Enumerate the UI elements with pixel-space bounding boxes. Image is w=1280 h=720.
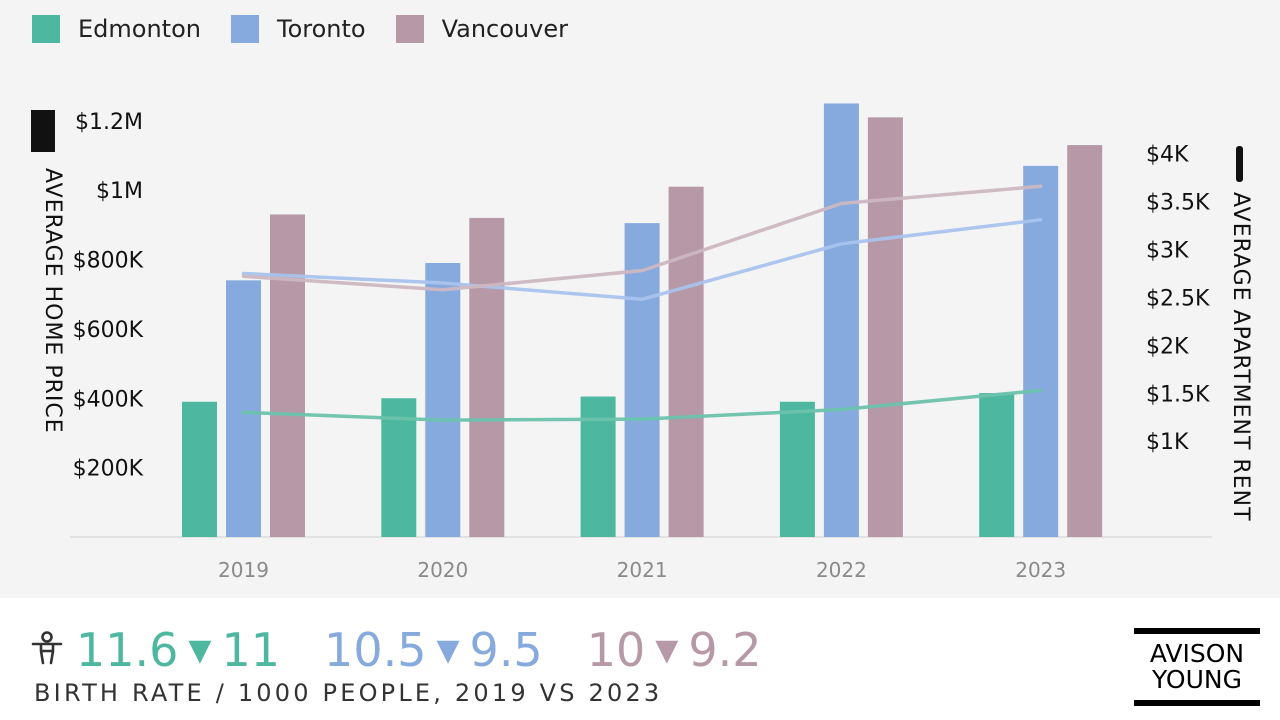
y-tick-label: $200K [73, 457, 144, 482]
bar-vancouver-2021 [668, 186, 704, 537]
y2-tick-label: $3K [1146, 239, 1189, 264]
y2-tick-label: $2K [1146, 334, 1189, 359]
legend-label-edmonton: Edmonton [78, 15, 201, 43]
chart-panel: 2019 2020 2021 2022 2023 $200K $400K $600K $800K… [0, 0, 1280, 598]
birth-rate-vancouver-2019: 10 [586, 623, 646, 677]
line-vancouver-rent [241, 184, 1043, 292]
bar-edmonton-2023 [979, 393, 1015, 537]
y-tick-label: $600K [73, 318, 144, 343]
birth-rate-caption: BIRTH RATE / 1000 PEOPLE, 2019 VS 2023 [34, 679, 663, 707]
y2-tick-label: $2.5K [1146, 286, 1210, 311]
y2-tick-label: $1.5K [1146, 382, 1210, 407]
bar-edmonton-2019 [182, 401, 217, 537]
birth-rate-toronto-2023: 9.5 [469, 623, 543, 677]
bar-toronto-2023 [1023, 165, 1059, 537]
y2-tick-label: $1K [1146, 430, 1189, 455]
x-tick-label-2023: 2023 [1015, 558, 1066, 582]
bar-vancouver-2023 [1067, 145, 1103, 538]
bar-edmonton-2022 [779, 401, 815, 537]
x-tick-label-2022: 2022 [816, 558, 867, 582]
bar-vancouver-2019 [270, 214, 305, 537]
right-axis-title: AVERAGE APARTMENT RENT [1228, 192, 1253, 522]
bar-toronto-2021 [624, 223, 660, 537]
y-tick-label: $1.2M [75, 110, 143, 135]
legend-item-vancouver: Vancouver [395, 15, 568, 43]
x-tick-label-2021: 2021 [617, 558, 668, 582]
line-edmonton-rent [241, 388, 1043, 422]
left-axis-bar-marker [31, 110, 55, 152]
y-tick-label: $400K [73, 387, 144, 412]
birth-rate-edmonton-2023: 11 [221, 623, 281, 677]
legend-item-edmonton: Edmonton [32, 15, 201, 43]
legend-item-toronto: Toronto [230, 15, 366, 43]
bar-toronto-2019 [226, 280, 261, 537]
y2-tick-label: $4K [1146, 143, 1189, 168]
logo-line-1: AVISON [1149, 639, 1245, 668]
x-tick-label-2020: 2020 [417, 558, 468, 582]
bar-toronto-2022 [823, 103, 859, 537]
legend-swatch-edmonton [32, 15, 60, 43]
down-arrow-icon: ▼ [436, 632, 460, 668]
birth-rate-edmonton: 11.6 ▼ 11 [76, 623, 280, 677]
y-tick-label: $800K [73, 249, 144, 274]
logo-line-2: YOUNG [1152, 665, 1242, 694]
birth-rate-stats: 11.6 ▼ 11 10.5 ▼ 9.5 10 ▼ 9.2 [30, 622, 805, 678]
birth-rate-vancouver: 10 ▼ 9.2 [587, 623, 762, 677]
right-axis-line-marker [1236, 146, 1243, 182]
combo-chart: 2019 2020 2021 2022 2023 $200K $400K $600K $800K… [70, 103, 1212, 582]
bar-edmonton-2020 [381, 398, 417, 537]
y2-tick-label: $3.5K [1146, 191, 1210, 216]
person-icon [30, 631, 64, 669]
left-axis-title: AVERAGE HOME PRICE [40, 168, 65, 434]
avison-young-logo: AVISON YOUNG [1134, 628, 1260, 706]
down-arrow-icon: ▼ [188, 632, 212, 668]
legend-label-vancouver: Vancouver [441, 15, 568, 43]
bar-toronto-2020 [425, 263, 461, 537]
birth-rate-toronto-2019: 10.5 [324, 623, 427, 677]
bar-vancouver-2020 [469, 217, 505, 537]
y-tick-label: $1M [96, 179, 143, 204]
birth-rate-toronto: 10.5 ▼ 9.5 [324, 623, 543, 677]
down-arrow-icon: ▼ [655, 632, 679, 668]
legend: Edmonton Toronto Vancouver [32, 12, 568, 46]
x-tick-label-2019: 2019 [218, 558, 269, 582]
legend-swatch-toronto [230, 15, 259, 43]
birth-rate-edmonton-2019: 11.6 [76, 623, 179, 677]
birth-rate-vancouver-2023: 9.2 [688, 623, 762, 677]
bar-vancouver-2022 [867, 117, 903, 537]
line-toronto-rent [241, 218, 1043, 302]
legend-label-toronto: Toronto [276, 15, 366, 43]
legend-swatch-vancouver [395, 15, 424, 43]
